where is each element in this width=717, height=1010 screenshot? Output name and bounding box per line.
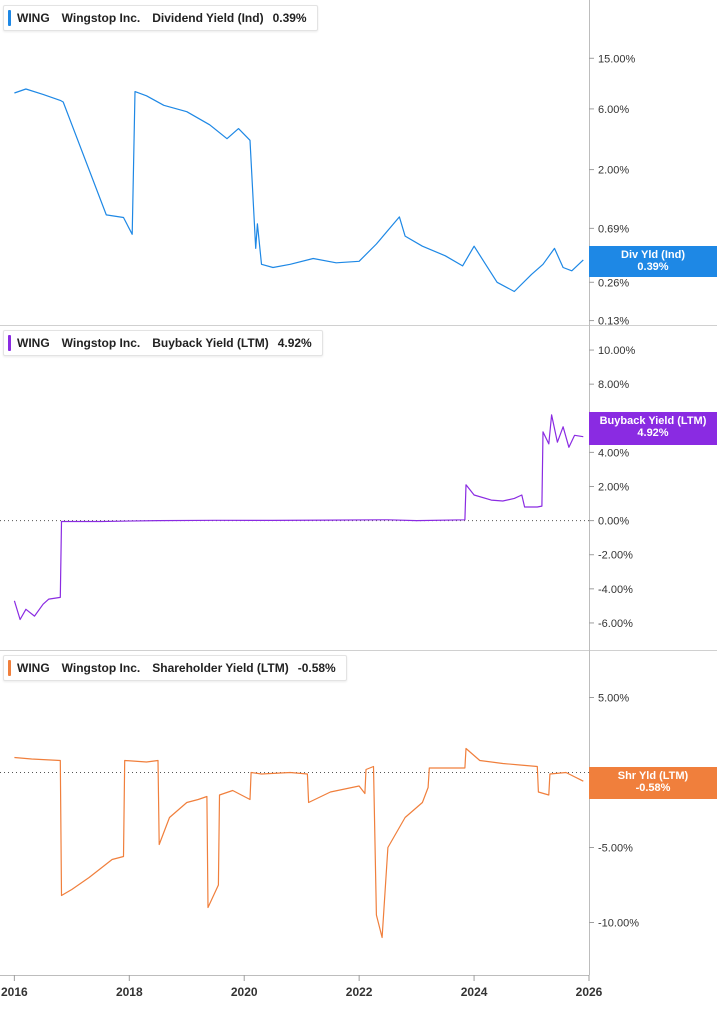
y-tick-label: 0.13% (598, 316, 629, 328)
y-tick-label: -2.00% (598, 550, 633, 562)
badge-buyback-yield: Buyback Yield (LTM) 4.92% (589, 412, 717, 445)
legend-value: 0.39% (272, 11, 307, 25)
legend-metric: Buyback Yield (LTM) (152, 336, 269, 350)
legend-company: Wingstop Inc. (61, 336, 141, 350)
y-tick-label: -5.00% (598, 843, 633, 855)
y-tick-label: 0.69% (598, 223, 629, 235)
y-tick-label: 15.00% (598, 53, 636, 65)
legend-dividend-yield: WING Wingstop Inc. Dividend Yield (Ind) … (3, 5, 318, 31)
y-tick-label: 5.00% (598, 693, 629, 705)
series-line (14, 88, 584, 293)
y-tick-label: 0.00% (598, 516, 629, 528)
y-tick-label: 2.00% (598, 482, 629, 494)
x-tick-label: 2026 (576, 985, 603, 999)
y-tick-label: 8.00% (598, 379, 629, 391)
y-tick-label: 0.26% (598, 277, 629, 289)
y-tick-label: -10.00% (598, 918, 639, 930)
badge-label: Buyback Yield (LTM) (599, 415, 707, 427)
legend-ticker: WING (17, 661, 50, 675)
badge-shareholder-yield: Shr Yld (LTM) -0.58% (589, 767, 717, 799)
legend-metric: Dividend Yield (Ind) (152, 11, 264, 25)
legend-ticker: WING (17, 336, 50, 350)
legend-value: 4.92% (277, 336, 312, 350)
badge-value: -0.58% (635, 782, 671, 794)
y-tick-label: -4.00% (598, 584, 633, 596)
badge-value: 4.92% (637, 427, 669, 439)
x-tick-label: 2018 (116, 985, 143, 999)
legend-swatch (8, 10, 11, 26)
y-tick-label: -6.00% (598, 618, 633, 630)
x-tick-label: 2024 (461, 985, 488, 999)
legend-company: Wingstop Inc. (61, 11, 141, 25)
badge-value: 0.39% (637, 261, 669, 273)
legend-company: Wingstop Inc. (61, 661, 141, 675)
y-tick-label: 10.00% (598, 345, 636, 357)
badge-dividend-yield: Div Yld (Ind) 0.39% (589, 246, 717, 277)
legend-shareholder-yield: WING Wingstop Inc. Shareholder Yield (LT… (3, 655, 347, 681)
legend-ticker: WING (17, 11, 50, 25)
y-tick-label: 4.00% (598, 447, 629, 459)
x-tick-label: 2022 (346, 985, 373, 999)
series-line (14, 747, 584, 939)
legend-swatch (8, 660, 11, 676)
legend-swatch (8, 335, 11, 351)
series-line (13, 414, 584, 621)
legend-metric: Shareholder Yield (LTM) (152, 661, 289, 675)
legend-buyback-yield: WING Wingstop Inc. Buyback Yield (LTM) 4… (3, 330, 323, 356)
badge-label: Div Yld (Ind) (621, 249, 685, 261)
y-tick-label: 6.00% (598, 104, 629, 116)
badge-label: Shr Yld (LTM) (617, 770, 689, 782)
legend-value: -0.58% (297, 661, 336, 675)
x-tick-label: 2016 (1, 985, 28, 999)
x-tick-label: 2020 (231, 985, 258, 999)
y-tick-label: 2.00% (598, 165, 629, 177)
